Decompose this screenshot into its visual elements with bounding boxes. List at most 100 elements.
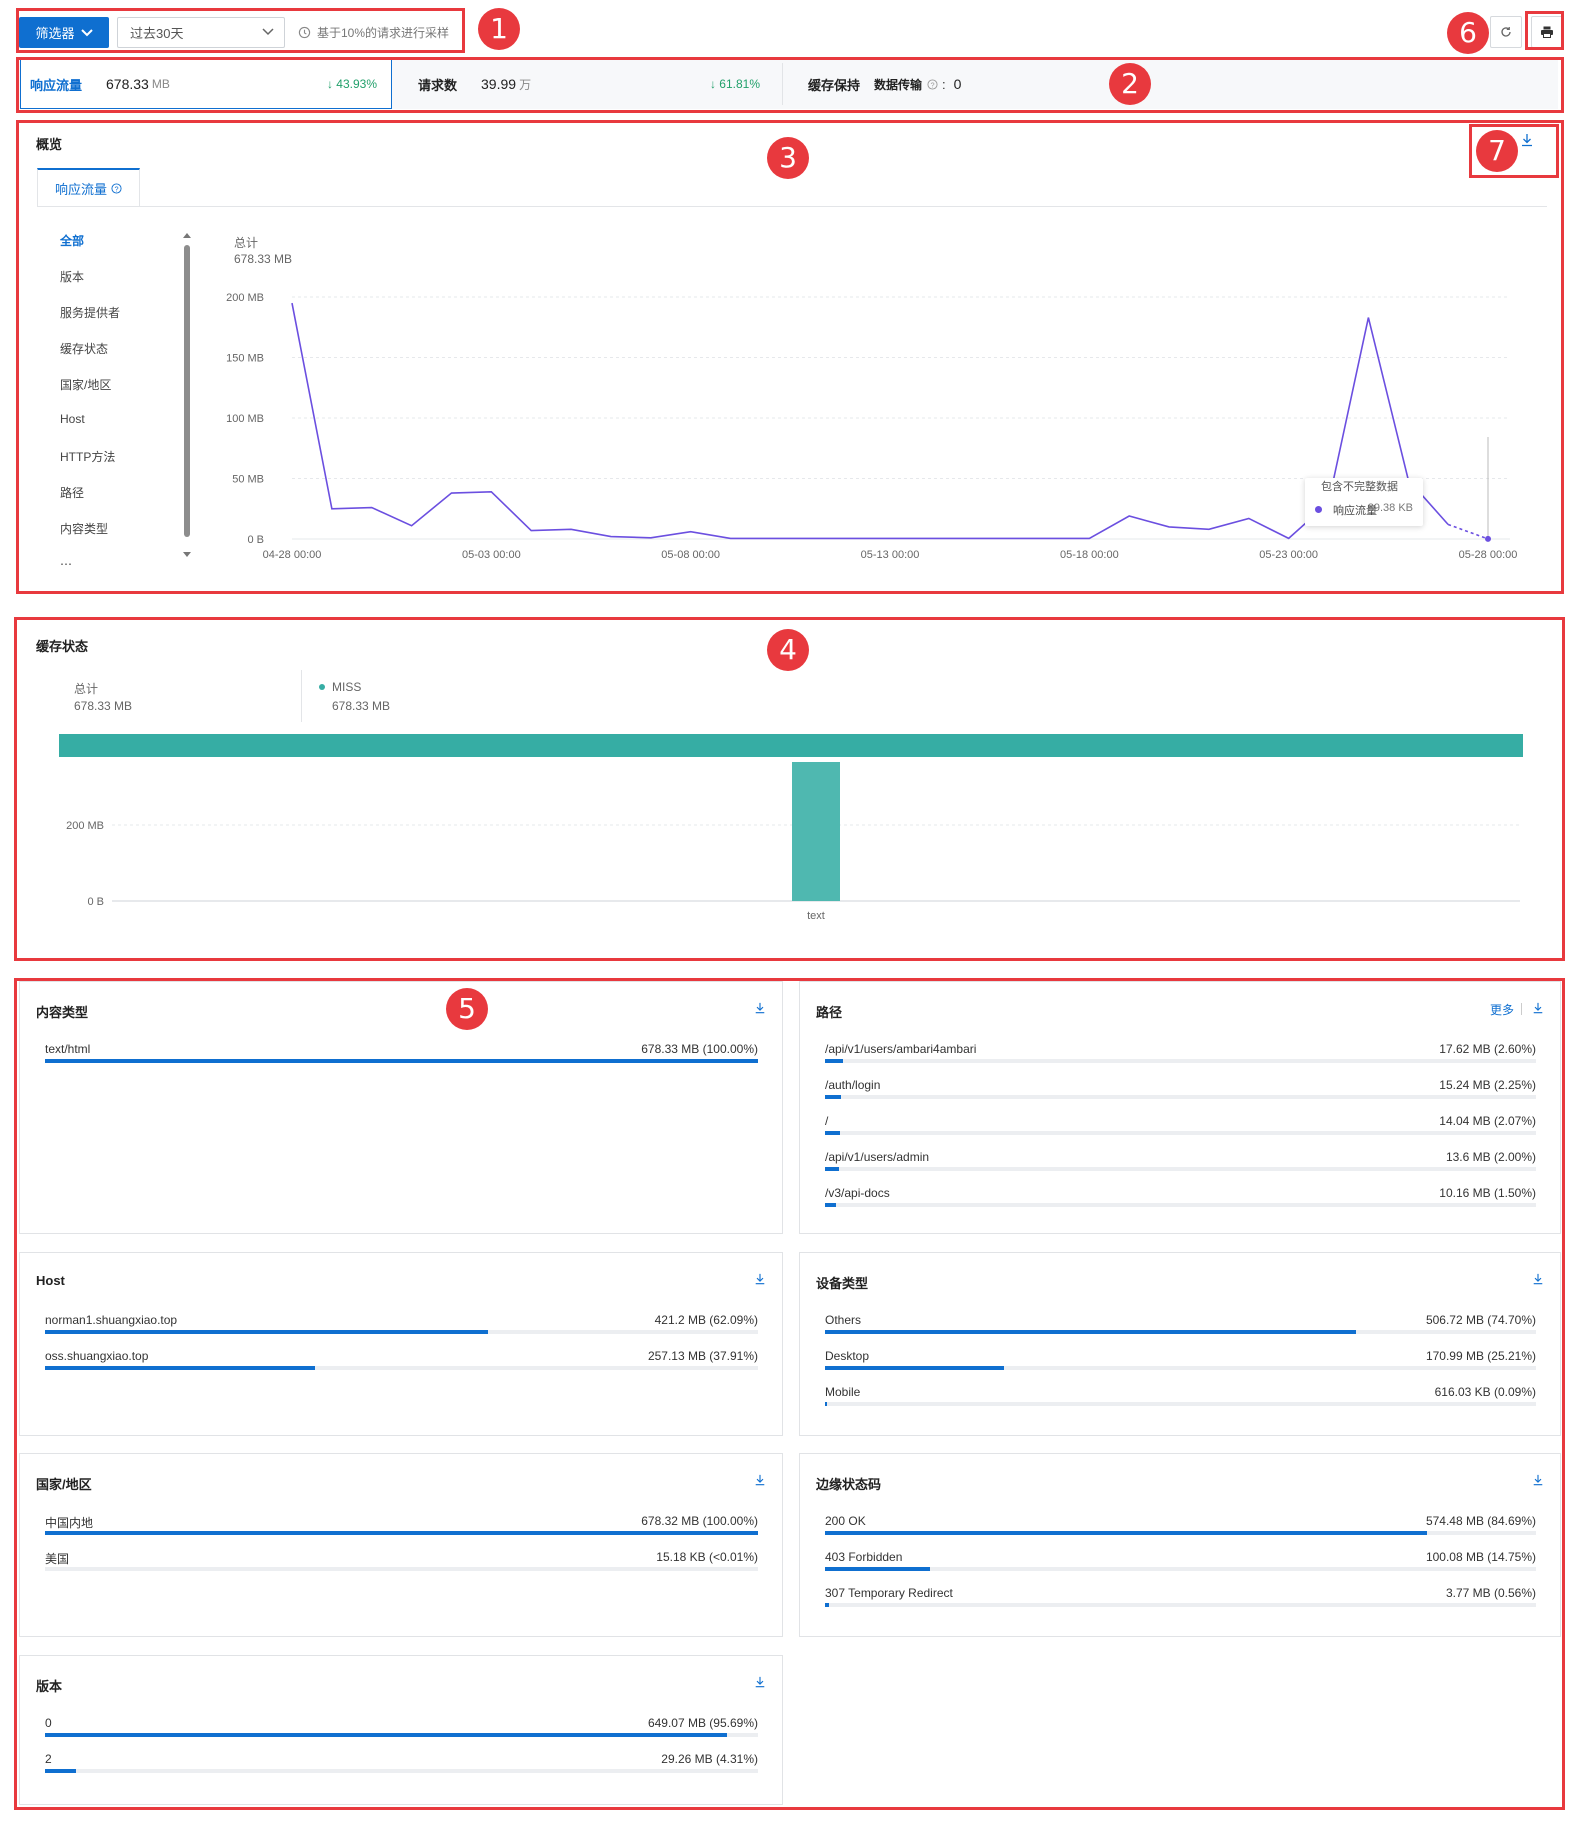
download-button[interactable] [754, 1002, 766, 1017]
row-label: /auth/login [825, 1078, 881, 1092]
row-progress-track [825, 1131, 1536, 1135]
breakdown-row[interactable]: 403 Forbidden 100.08 MB (14.75%) [825, 1550, 1536, 1572]
y-tick-label: 0 B [247, 534, 264, 546]
row-value: 15.24 MB (2.25%) [1439, 1078, 1536, 1092]
miss-legend-dot [319, 684, 325, 690]
download-button[interactable] [1532, 1273, 1544, 1288]
breakdown-row[interactable]: 200 OK 574.48 MB (84.69%) [825, 1514, 1536, 1536]
scroll-thumb[interactable] [184, 245, 190, 537]
breakdown-row[interactable]: Others 506.72 MB (74.70%) [825, 1313, 1536, 1335]
bar-miss-text[interactable] [792, 762, 840, 901]
download-icon [755, 1676, 765, 1688]
annotation-badge-7: 7 [1476, 130, 1518, 172]
metric-requests[interactable]: 请求数 39.99 万 ↓ 61.81% [406, 59, 774, 109]
tooltip-series-dot [1315, 506, 1322, 513]
chart-total-label: 总计 [234, 236, 259, 250]
time-range-select[interactable]: 过去30天 [117, 17, 285, 48]
dimension-item[interactable]: 国家/地区 [60, 378, 112, 392]
download-button[interactable] [754, 1474, 766, 1489]
breakdown-card: 边缘状态码 200 OK 574.48 MB (84.69%) 403 Forbidd… [799, 1453, 1561, 1637]
breakdown-row[interactable]: text/html 678.33 MB (100.00%) [45, 1042, 758, 1064]
scroll-down-icon[interactable] [183, 552, 191, 557]
metric-cache-retention[interactable]: 缓存保持 数据传输 ? : 0 [798, 59, 1198, 109]
download-button[interactable] [754, 1273, 766, 1288]
cache-total-label: 总计 [74, 682, 99, 696]
breakdown-row[interactable]: oss.shuangxiao.top 257.13 MB (37.91%) [45, 1349, 758, 1371]
download-icon [1533, 1002, 1543, 1014]
x-tick-label: 05-03 00:00 [462, 549, 521, 561]
breakdown-row[interactable]: /auth/login 15.24 MB (2.25%) [825, 1078, 1536, 1100]
row-value: 506.72 MB (74.70%) [1425, 1313, 1536, 1327]
breakdown-row[interactable]: 中国内地 678.32 MB (100.00%) [45, 1514, 758, 1536]
row-label: Others [825, 1313, 862, 1327]
metric-divider [782, 63, 783, 105]
cache-miss-label[interactable]: MISS [332, 680, 362, 694]
dimension-item[interactable]: 版本 [60, 270, 85, 284]
filter-button[interactable]: 筛选器 [19, 17, 109, 48]
dimension-item[interactable]: 全部 [60, 234, 85, 248]
breakdown-row[interactable]: norman1.shuangxiao.top 421.2 MB (62.09%) [45, 1313, 758, 1335]
scroll-up-icon[interactable] [183, 233, 191, 238]
metric-response-traffic[interactable]: 响应流量 678.33 MB ↓ 43.93% [20, 59, 392, 109]
cache-ratio-bar[interactable] [59, 734, 1523, 757]
clock-icon [298, 26, 311, 39]
metric-unit: MB [151, 77, 170, 91]
row-progress-fill [825, 1330, 1357, 1334]
breakdown-row[interactable]: 307 Temporary Redirect 3.77 MB (0.56%) [825, 1586, 1536, 1608]
tooltip-series-name: 响应流量 [1333, 505, 1377, 517]
row-value: 10.16 MB (1.50%) [1439, 1186, 1536, 1200]
breakdown-row[interactable]: /v3/api-docs 10.16 MB (1.50%) [825, 1186, 1536, 1208]
annotation-box-5 [14, 978, 1565, 1810]
annotation-badge-6: 6 [1447, 12, 1489, 54]
x-tick-label: 04-28 00:00 [263, 549, 322, 561]
breakdown-card: 版本 0 649.07 MB (95.69%) 2 29.26 MB (4.31%) [19, 1655, 783, 1805]
dimension-item[interactable]: 服务提供者 [60, 306, 121, 320]
x-category-label: text [807, 910, 825, 922]
dimension-scrollbar[interactable] [183, 230, 191, 560]
download-button[interactable] [1532, 1474, 1544, 1489]
annotation-box-4 [14, 617, 1565, 961]
cache-status-title: 缓存状态 [36, 639, 89, 654]
annotation-box-7 [1469, 124, 1559, 178]
annotation-badge-5: 5 [446, 988, 488, 1030]
x-tick-label: 05-23 00:00 [1259, 549, 1318, 561]
breakdown-row[interactable]: 2 29.26 MB (4.31%) [45, 1752, 758, 1774]
dimension-item[interactable]: Host [60, 412, 85, 426]
download-button[interactable] [754, 1676, 766, 1691]
traffic-line-chart[interactable]: 0 B 50 MB 100 MB 150 MB 200 MB 04-28 00:00 05-… [200, 280, 1540, 570]
row-value: 649.07 MB (95.69%) [647, 1716, 758, 1730]
breakdown-row[interactable]: /api/v1/users/admin 13.6 MB (2.00%) [825, 1150, 1536, 1172]
breakdown-row[interactable]: Desktop 170.99 MB (25.21%) [825, 1349, 1536, 1371]
hover-point[interactable] [1485, 535, 1491, 542]
cache-status-bar-chart[interactable]: 0 B 200 MB text [50, 760, 1530, 930]
breakdown-row[interactable]: Mobile 616.03 KB (0.09%) [825, 1385, 1536, 1407]
dimension-item[interactable]: 路径 [60, 486, 85, 500]
annotation-badge-2: 2 [1109, 63, 1151, 105]
breakdown-row[interactable]: /api/v1/users/ambari4ambari 17.62 MB (2.6… [825, 1042, 1536, 1064]
row-progress-track [825, 1567, 1536, 1571]
download-button[interactable] [1532, 1002, 1544, 1017]
sampling-note-text: 基于10%的请求进行采样 [317, 26, 450, 40]
x-tick-label: 05-13 00:00 [861, 549, 920, 561]
download-button[interactable] [1520, 133, 1534, 150]
row-progress-track [45, 1567, 758, 1571]
series-line-response-traffic[interactable] [291, 302, 1449, 540]
refresh-button[interactable] [1490, 16, 1522, 48]
row-label: 美国 [45, 1552, 70, 1566]
row-label: 403 Forbidden [825, 1550, 903, 1564]
dimension-item[interactable]: 内容类型 [60, 522, 109, 536]
card-title: 边缘状态码 [816, 1477, 882, 1492]
row-progress-track [825, 1531, 1536, 1535]
annotation-badge-1: 1 [478, 8, 520, 50]
row-value: 3.77 MB (0.56%) [1445, 1586, 1536, 1600]
dimension-item[interactable]: 缓存状态 [60, 342, 109, 356]
breakdown-row[interactable]: 美国 15.18 KB (<0.01%) [45, 1550, 758, 1572]
breakdown-card: 国家/地区 中国内地 678.32 MB (100.00%) 美国 15.18 KB (… [19, 1453, 783, 1637]
tab-response-traffic[interactable]: 响应流量 ? [37, 168, 140, 207]
dimension-item[interactable]: HTTP方法 [60, 450, 116, 464]
breakdown-row[interactable]: / 14.04 MB (2.07%) [825, 1114, 1536, 1136]
row-label: / [825, 1114, 829, 1128]
more-link[interactable]: 更多 [1489, 1003, 1514, 1017]
breakdown-row[interactable]: 0 649.07 MB (95.69%) [45, 1716, 758, 1738]
row-progress-fill [825, 1402, 828, 1406]
